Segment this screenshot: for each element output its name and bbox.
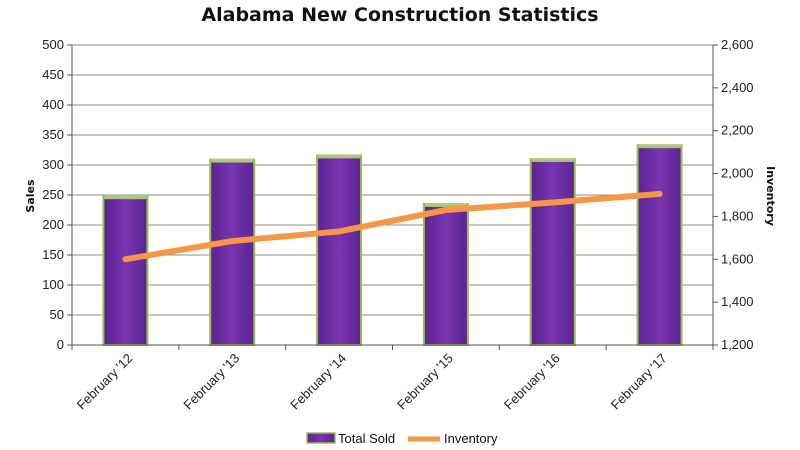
y-axis-label: Sales bbox=[24, 179, 37, 213]
y2-axis-label: Inventory bbox=[764, 166, 777, 226]
y-tick-label: 100 bbox=[42, 277, 64, 292]
y2-tick-label: 1,800 bbox=[721, 208, 754, 223]
y2-tick-label: 1,600 bbox=[721, 251, 754, 266]
y2-tick-label: 1,400 bbox=[721, 294, 754, 309]
bar-top-highlight bbox=[638, 144, 681, 149]
bar-top-highlight bbox=[104, 195, 147, 200]
bar-total-sold bbox=[422, 203, 469, 346]
axes bbox=[67, 44, 718, 350]
y-tick-label: 150 bbox=[42, 247, 64, 262]
bar-top-highlight bbox=[318, 154, 361, 159]
inventory-point bbox=[445, 209, 447, 211]
y-tick-label: 300 bbox=[42, 157, 64, 172]
x-tick-label: February '14 bbox=[287, 351, 349, 413]
y2-tick-label: 2,600 bbox=[721, 37, 754, 52]
inventory-point bbox=[124, 258, 126, 260]
bar-total-sold bbox=[636, 144, 683, 346]
x-tick-label: February '15 bbox=[394, 351, 456, 413]
inventory-point bbox=[231, 240, 233, 242]
legend-label-total-sold: Total Sold bbox=[338, 431, 395, 446]
y-tick-label: 450 bbox=[42, 67, 64, 82]
legend-label-inventory: Inventory bbox=[444, 431, 498, 446]
y-tick-label: 350 bbox=[42, 127, 64, 142]
y-tick-label: 400 bbox=[42, 97, 64, 112]
y2-tick-label: 1,200 bbox=[721, 337, 754, 352]
bar-top-highlight bbox=[424, 203, 467, 207]
y2-tick-label: 2,200 bbox=[721, 123, 754, 138]
x-axis-ticks: February '12 February '13 February '14 Febr… bbox=[74, 351, 670, 413]
x-tick-label: February '16 bbox=[501, 351, 563, 413]
inventory-point bbox=[552, 202, 554, 203]
x-tick-label: February '17 bbox=[608, 351, 670, 413]
bar-total-sold bbox=[529, 158, 576, 346]
inventory-line bbox=[122, 190, 663, 263]
y2-tick-label: 2,000 bbox=[721, 166, 754, 181]
bar-total-sold bbox=[316, 154, 363, 346]
bar-top-highlight bbox=[531, 158, 574, 162]
x-tick-label: February '12 bbox=[74, 351, 136, 413]
bar-series-total-sold bbox=[102, 144, 683, 346]
bar-total-sold bbox=[102, 195, 149, 346]
bar-top-highlight bbox=[211, 158, 254, 163]
inventory-point bbox=[659, 193, 661, 195]
left-axis-ticks: 0 50 100 150 200 250 300 350 400 450 500 bbox=[42, 37, 64, 352]
inventory-point bbox=[338, 230, 340, 232]
y-tick-label: 0 bbox=[57, 337, 64, 352]
right-axis-ticks: 1,200 1,400 1,600 1,800 2,000 2,200 2,400 2,600 bbox=[721, 37, 754, 352]
legend-item-total-sold: Total Sold bbox=[306, 431, 395, 446]
y-tick-label: 200 bbox=[42, 217, 64, 232]
legend-swatch-total-sold bbox=[306, 432, 336, 444]
y-tick-label: 250 bbox=[42, 187, 64, 202]
y-tick-label: 50 bbox=[50, 307, 64, 322]
line-series-inventory bbox=[122, 190, 663, 263]
chart-title: Alabama New Construction Statistics bbox=[201, 4, 599, 26]
bar-total-sold bbox=[209, 158, 256, 346]
y-tick-label: 500 bbox=[42, 37, 64, 52]
y2-tick-label: 2,400 bbox=[721, 80, 754, 95]
x-tick-label: February '13 bbox=[180, 351, 242, 413]
legend-item-inventory: Inventory bbox=[408, 431, 498, 446]
legend: Total Sold Inventory bbox=[306, 431, 498, 446]
